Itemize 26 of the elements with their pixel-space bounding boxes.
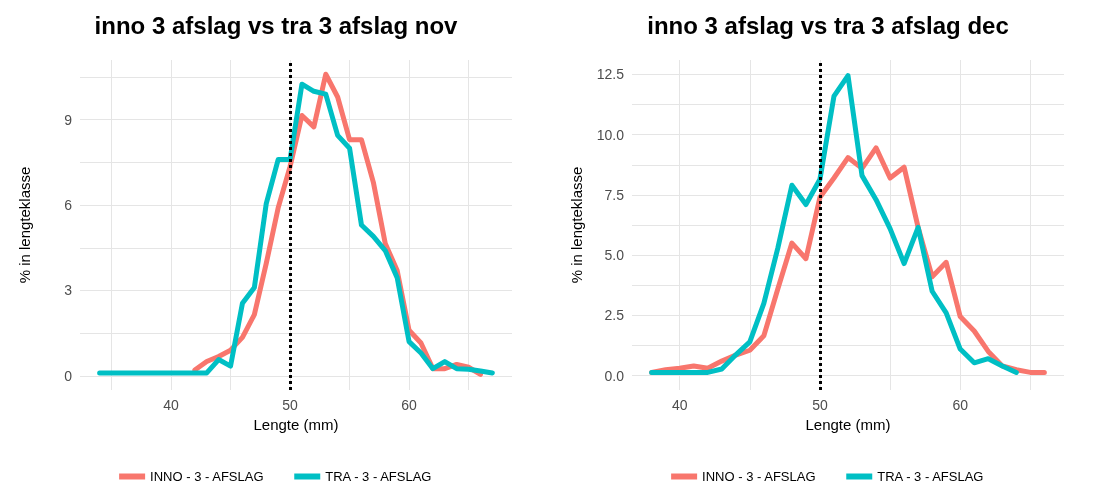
x-tick-label: 50	[282, 397, 299, 413]
y-tick-label: 2.5	[604, 307, 625, 324]
chart-title: inno 3 afslag vs tra 3 afslag nov	[94, 11, 459, 39]
chart-title: inno 3 afslag vs tra 3 afslag dec	[647, 11, 1009, 39]
y-tick-label: 7.5	[604, 186, 625, 203]
x-axis-title: Lengte (mm)	[805, 415, 891, 433]
y-tick-label: 0	[64, 367, 73, 384]
x-tick-label: 60	[401, 397, 418, 413]
y-tick-label: 5.0	[604, 247, 625, 264]
y-tick-label: 0.0	[604, 367, 625, 384]
legend-label: TRA - 3 - AFSLAG	[325, 469, 432, 484]
x-axis-title: Lengte (mm)	[253, 415, 339, 433]
y-axis-title: % in lengteklasse	[16, 166, 33, 284]
legend-label: INNO - 3 - AFSLAG	[702, 469, 816, 484]
x-tick-label: 50	[812, 397, 828, 413]
x-tick-label: 60	[952, 397, 969, 413]
legend-label: INNO - 3 - AFSLAG	[150, 469, 264, 484]
y-tick-label: 3	[64, 282, 73, 299]
y-axis-title: % in lengteklasse	[568, 166, 585, 284]
x-tick-label: 40	[671, 397, 688, 413]
y-tick-label: 12.5	[596, 66, 625, 83]
x-tick-label: 40	[163, 397, 180, 413]
legend-label: TRA - 3 - AFSLAG	[877, 469, 984, 484]
y-tick-label: 10.0	[596, 126, 625, 143]
y-tick-label: 9	[64, 111, 73, 128]
y-tick-label: 6	[64, 197, 73, 214]
